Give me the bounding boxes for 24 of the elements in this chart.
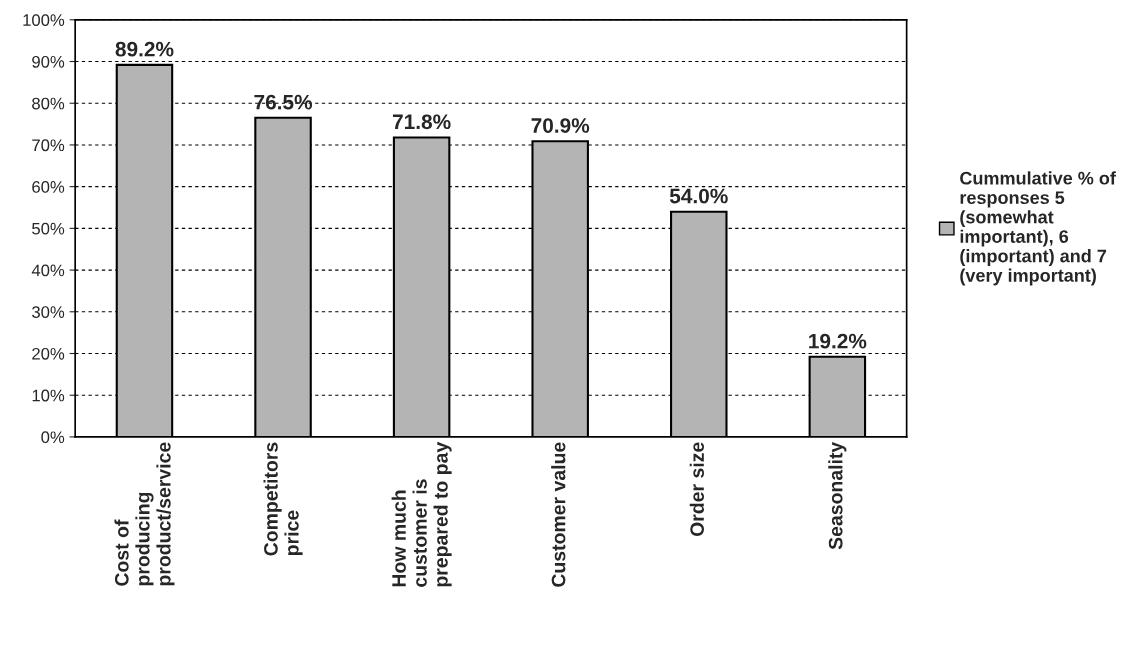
y-tick-label: 10% <box>32 389 65 402</box>
data-label: 89.2% <box>115 41 174 57</box>
y-tick-label: 100% <box>23 14 65 26</box>
x-tick-label: Cost of producing product/service <box>114 442 175 586</box>
data-label: 19.2% <box>809 333 867 349</box>
x-tick-label: Competitors price <box>263 442 303 556</box>
data-label: 70.9% <box>531 118 590 133</box>
data-label: 54.0% <box>669 188 728 204</box>
y-tick-label: 20% <box>32 347 65 360</box>
x-tick-label: Order size <box>689 442 704 537</box>
legend-label: Cummulative % of responses 5 (somewhat important), 6 (important) and 7 (very important) <box>960 171 1116 286</box>
y-tick-label: 0% <box>41 431 65 444</box>
y-tick-label: 30% <box>32 306 65 318</box>
y-tick-label: 50% <box>32 222 65 235</box>
y-tick-label: 40% <box>31 264 65 277</box>
data-label: 71.8% <box>392 114 451 130</box>
x-tick-label: Customer value <box>551 442 566 587</box>
x-tick-label: How much customer is prepared to pay <box>391 441 452 587</box>
y-tick-label: 60% <box>32 181 65 193</box>
x-tick-label: Seasonality <box>828 441 847 550</box>
y-tick-label: 90% <box>32 55 65 68</box>
data-label: 76.5% <box>254 94 313 110</box>
y-tick-label: 80% <box>32 97 65 110</box>
y-tick-label: 70% <box>32 139 65 152</box>
